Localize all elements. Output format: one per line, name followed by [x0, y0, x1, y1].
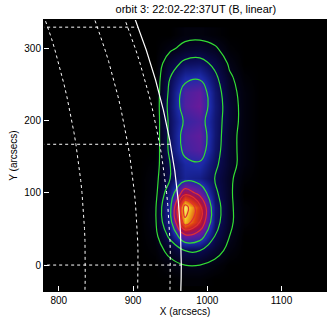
svg-text:1100: 1100: [271, 295, 293, 306]
svg-text:1000: 1000: [196, 295, 219, 306]
svg-text:Y (arcsecs): Y (arcsecs): [8, 130, 19, 180]
svg-text:800: 800: [50, 295, 67, 306]
svg-text:100: 100: [24, 187, 41, 198]
svg-text:900: 900: [125, 295, 142, 306]
svg-text:300: 300: [24, 43, 41, 54]
svg-text:orbit 3: 22:02-22:37UT (B, lin: orbit 3: 22:02-22:37UT (B, linear): [116, 3, 277, 15]
svg-text:0: 0: [35, 260, 41, 271]
svg-text:X (arcsecs): X (arcsecs): [160, 306, 211, 317]
svg-text:200: 200: [24, 115, 41, 126]
